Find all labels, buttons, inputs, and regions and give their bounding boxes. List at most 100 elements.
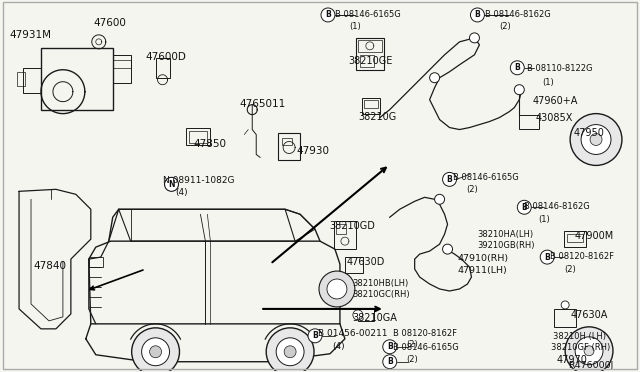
Text: B 08146-8162G: B 08146-8162G xyxy=(524,202,590,211)
Circle shape xyxy=(575,337,603,365)
Circle shape xyxy=(276,338,304,366)
Text: B: B xyxy=(522,203,527,212)
Text: (4): (4) xyxy=(175,188,188,197)
Text: (4): (4) xyxy=(332,342,344,351)
Text: 47970: 47970 xyxy=(556,355,587,365)
Text: (2): (2) xyxy=(406,355,419,364)
Bar xyxy=(189,131,207,142)
Text: (2): (2) xyxy=(564,265,576,274)
Text: 38210HB(LH): 38210HB(LH) xyxy=(352,279,408,288)
Circle shape xyxy=(443,244,452,254)
Circle shape xyxy=(141,338,170,366)
Text: B 08146-6165G: B 08146-6165G xyxy=(452,173,518,182)
Text: B: B xyxy=(515,63,520,72)
Text: B 08120-8162F: B 08120-8162F xyxy=(393,329,457,338)
Text: B 08146-6165G: B 08146-6165G xyxy=(393,343,458,352)
Bar xyxy=(186,128,211,145)
Circle shape xyxy=(353,310,363,320)
Text: 47840: 47840 xyxy=(33,261,66,271)
Circle shape xyxy=(383,340,397,354)
Text: 38210GD: 38210GD xyxy=(329,221,375,231)
Bar xyxy=(564,231,586,247)
Text: 47630D: 47630D xyxy=(347,257,385,267)
Circle shape xyxy=(266,328,314,372)
Circle shape xyxy=(561,301,569,309)
Circle shape xyxy=(570,113,622,166)
Bar xyxy=(113,60,131,68)
Circle shape xyxy=(581,125,611,154)
Bar xyxy=(345,257,363,273)
Text: B: B xyxy=(312,331,318,340)
Circle shape xyxy=(383,355,397,369)
Bar xyxy=(356,38,384,70)
Bar xyxy=(41,48,113,110)
Text: N: N xyxy=(168,180,175,189)
Text: (1): (1) xyxy=(538,215,550,224)
Text: B: B xyxy=(447,175,452,184)
Text: 38210HA(LH): 38210HA(LH) xyxy=(477,230,534,239)
Circle shape xyxy=(284,346,296,358)
Circle shape xyxy=(470,8,484,22)
Circle shape xyxy=(429,73,440,83)
Text: 47960+A: 47960+A xyxy=(532,96,578,106)
Text: 38210GC(RH): 38210GC(RH) xyxy=(352,290,410,299)
Text: 47900M: 47900M xyxy=(574,231,613,241)
Text: 38210G: 38210G xyxy=(358,112,396,122)
Circle shape xyxy=(510,61,524,75)
Text: 43085X: 43085X xyxy=(535,113,573,123)
Bar xyxy=(278,132,300,160)
Text: 47600: 47600 xyxy=(94,18,127,28)
Circle shape xyxy=(584,346,594,356)
Text: 47930: 47930 xyxy=(296,147,329,157)
Bar xyxy=(360,55,374,67)
Text: B 08110-8122G: B 08110-8122G xyxy=(527,64,593,73)
Bar xyxy=(282,138,292,145)
Text: B: B xyxy=(387,342,392,351)
Circle shape xyxy=(132,328,179,372)
Text: 47911(LH): 47911(LH) xyxy=(458,266,508,275)
Text: (1): (1) xyxy=(349,22,361,31)
Circle shape xyxy=(321,8,335,22)
Bar xyxy=(156,58,170,78)
Text: B: B xyxy=(325,10,331,19)
Circle shape xyxy=(443,172,456,186)
Text: (2): (2) xyxy=(499,22,511,31)
Bar xyxy=(554,309,576,327)
Circle shape xyxy=(470,33,479,43)
Bar xyxy=(358,40,382,52)
Circle shape xyxy=(164,177,179,191)
Text: B 08120-8162F: B 08120-8162F xyxy=(550,252,614,261)
Circle shape xyxy=(540,250,554,264)
Circle shape xyxy=(327,279,347,299)
Circle shape xyxy=(515,85,524,94)
Text: B 01456-00211: B 01456-00211 xyxy=(318,329,387,338)
Circle shape xyxy=(308,329,322,343)
Circle shape xyxy=(319,271,355,307)
Text: 47950: 47950 xyxy=(573,128,604,138)
Text: 47850: 47850 xyxy=(193,138,227,148)
Circle shape xyxy=(435,194,445,204)
Text: 38210GA: 38210GA xyxy=(352,313,397,323)
Text: (1): (1) xyxy=(542,78,554,87)
Bar xyxy=(358,309,374,321)
Bar xyxy=(17,72,25,86)
Text: B: B xyxy=(475,10,481,19)
Text: B 08146-6165G: B 08146-6165G xyxy=(335,10,401,19)
Circle shape xyxy=(150,346,161,358)
Text: 4765011: 4765011 xyxy=(239,99,285,109)
Text: 47600D: 47600D xyxy=(146,52,186,62)
Text: B: B xyxy=(387,357,392,366)
Circle shape xyxy=(565,327,613,372)
Text: 38210GF (RH): 38210GF (RH) xyxy=(551,343,611,352)
Text: 38210H (LH): 38210H (LH) xyxy=(553,332,606,341)
Text: (2): (2) xyxy=(406,340,419,349)
Text: (2): (2) xyxy=(467,185,478,194)
Text: 47931M: 47931M xyxy=(9,30,51,40)
Bar xyxy=(362,98,380,113)
Bar xyxy=(519,115,540,129)
Bar xyxy=(23,68,41,93)
Text: 47630A: 47630A xyxy=(570,310,607,320)
Bar xyxy=(336,224,346,234)
Bar xyxy=(89,257,103,267)
Bar xyxy=(567,234,583,242)
